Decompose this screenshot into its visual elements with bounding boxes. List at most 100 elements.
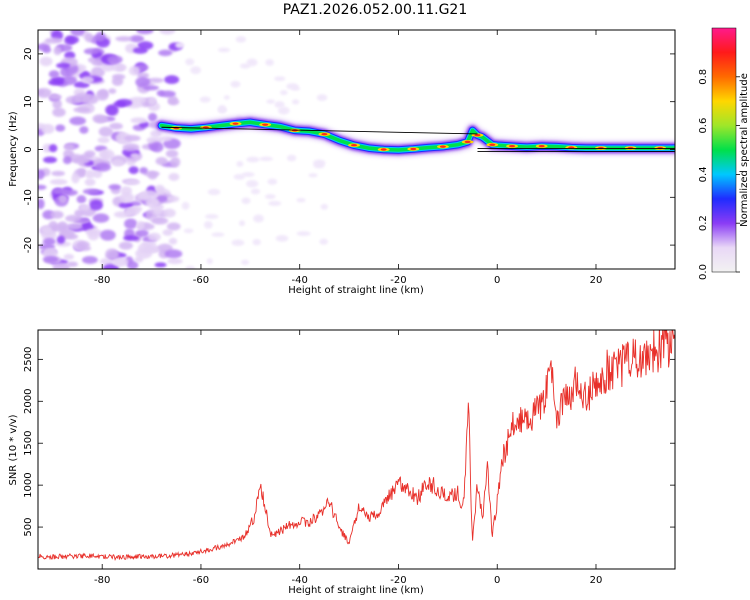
- spectrogram-noise-cell: [105, 104, 119, 116]
- spectrogram-noise-cell: [49, 178, 68, 185]
- spectrogram-noise-cell: [122, 143, 140, 152]
- spectrogram-noise-cell: [130, 152, 140, 159]
- x-tick-label: 0: [494, 575, 500, 586]
- snr-xlabel: Height of straight line (km): [288, 585, 424, 596]
- spectrogram-noise-cell: [89, 199, 104, 211]
- spectrogram-noise-cell: [38, 89, 45, 95]
- spectrogram-noise-cell: [217, 47, 231, 53]
- spectrogram-noise-cell: [129, 35, 145, 43]
- spectrogram-noise-cell: [233, 174, 246, 180]
- spectrogram-noise-cell: [167, 98, 180, 106]
- y-tick-label: 2500: [23, 347, 34, 372]
- y-tick-label: 10: [23, 95, 34, 108]
- spectrogram-noise-cell: [65, 214, 81, 223]
- x-tick-label: -20: [390, 575, 406, 586]
- spectrogram-noise-cell: [166, 222, 181, 231]
- spectrogram-noise-cell: [53, 46, 62, 56]
- spectrogram-noise-cell: [181, 201, 190, 210]
- spectrogram-noise-cell: [128, 166, 139, 175]
- spectrogram-noise-cell: [52, 188, 68, 195]
- x-tick-label: 20: [590, 575, 603, 586]
- spectrogram-noise-cell: [98, 126, 114, 137]
- spectrogram-noise-cell: [38, 169, 45, 180]
- spectrogram-panel: -80 -60 -40 -20 0 20 -20 -10 0 10 20 Height of st…: [8, 29, 676, 296]
- spectrogram-noise-cell: [277, 106, 290, 115]
- spectrogram-noise-cell: [115, 36, 133, 42]
- colorbar-tick-label: 0.6: [698, 118, 709, 134]
- band-hotspot-core: [410, 147, 417, 151]
- spectrogram-noise-cell: [48, 144, 58, 153]
- spectrogram-noise-cell: [206, 258, 213, 265]
- spectrogram-noise-cell: [168, 172, 180, 181]
- spectrogram-noise-cell: [110, 63, 127, 72]
- spectrogram-noise-cell: [95, 31, 106, 42]
- spectrogram-noise-cell: [38, 43, 50, 51]
- spectrogram-noise-cell: [42, 237, 56, 246]
- spectrogram-noise-cell: [72, 156, 90, 165]
- spectrogram-noise-cell: [92, 169, 103, 179]
- spectrogram-noise-cell: [231, 239, 245, 246]
- spectrogram-noise-cell: [183, 228, 194, 234]
- spectrogram-noise-cell: [91, 59, 104, 67]
- spectrogram-noise-cell: [190, 66, 202, 75]
- spectrogram-noise-cell: [223, 95, 230, 100]
- spectrogram-noise-cell: [280, 90, 288, 96]
- spectrogram-noise-cell: [97, 136, 110, 144]
- spectrogram-noise-cell: [42, 247, 58, 259]
- x-tick-label: -80: [94, 575, 110, 586]
- spectrogram-noise-cell: [275, 234, 289, 242]
- band-hotspot-core: [509, 144, 516, 148]
- spectrogram-noise-cell: [156, 90, 165, 97]
- spectrogram-noise-cell: [267, 178, 278, 185]
- spectrogram-noise-cell: [135, 76, 151, 88]
- spectrogram-noise-cell: [45, 37, 63, 44]
- spectrogram-noise-cell: [236, 161, 244, 167]
- band-hotspot-core: [380, 148, 387, 151]
- spectrogram-noise-cell: [58, 194, 68, 204]
- spectrogram-noise-cell: [38, 122, 46, 129]
- spectrogram-noise-cell: [148, 232, 161, 242]
- spectrogram-noise-cell: [264, 194, 276, 200]
- spectrogram-noise-cell: [63, 253, 75, 260]
- spectrogram-noise-cell: [108, 184, 121, 190]
- spectrogram-noise-cell: [319, 238, 328, 245]
- spectrogram-noise-cell: [112, 159, 124, 167]
- spectrogram-noise-cell: [286, 154, 297, 162]
- band-hotspot-core: [538, 144, 545, 148]
- spectrogram-noise-cell: [43, 156, 58, 164]
- x-tick-label: -60: [193, 575, 209, 586]
- colorbar-tick-label: 0.0: [698, 264, 709, 280]
- spectrogram-noise-cell: [57, 221, 68, 232]
- x-tick-label: -80: [94, 275, 110, 286]
- spectrogram-noise-cell: [42, 255, 59, 264]
- spectrogram-noise-cell: [151, 217, 169, 225]
- spectrogram-xlabel: Height of straight line (km): [288, 285, 424, 296]
- spectrogram-noise-cell: [82, 255, 98, 264]
- spectrogram-noise-cell: [143, 170, 160, 177]
- spectrogram-noise-cell: [135, 229, 149, 238]
- spectrogram-noise-cell: [99, 257, 114, 266]
- spectrogram-noise-cell: [250, 188, 261, 195]
- colorbar-tick-label: 0.8: [698, 69, 709, 85]
- spectrogram-noise-cell: [164, 75, 180, 85]
- spectrogram-noise-cell: [151, 141, 164, 153]
- y-tick-label: 0: [23, 146, 34, 152]
- y-tick-label: 2000: [23, 389, 34, 414]
- spectrogram-noise-cell: [98, 149, 115, 160]
- figure-title: PAZ1.2026.052.00.11.G21: [282, 2, 468, 18]
- spectrogram-noise-cell: [108, 88, 117, 94]
- y-tick-label: -10: [23, 189, 34, 205]
- spectrogram-noise-cell: [128, 65, 140, 76]
- snr-series-group: [38, 330, 675, 561]
- spectrogram-noise-cell: [203, 221, 213, 229]
- spectrogram-noise-cell: [168, 237, 178, 245]
- spectrogram-noise-cell: [118, 241, 133, 250]
- snr-x-axis: -80 -60 -40 -20 0 20: [94, 330, 602, 586]
- spectrogram-noise-cell: [85, 169, 95, 179]
- spectrogram-noise-cell: [123, 235, 140, 241]
- spectrogram-noise-cell: [153, 206, 163, 216]
- spectrogram-noise-cell: [42, 209, 55, 220]
- spectrogram-noise-cell: [148, 112, 158, 122]
